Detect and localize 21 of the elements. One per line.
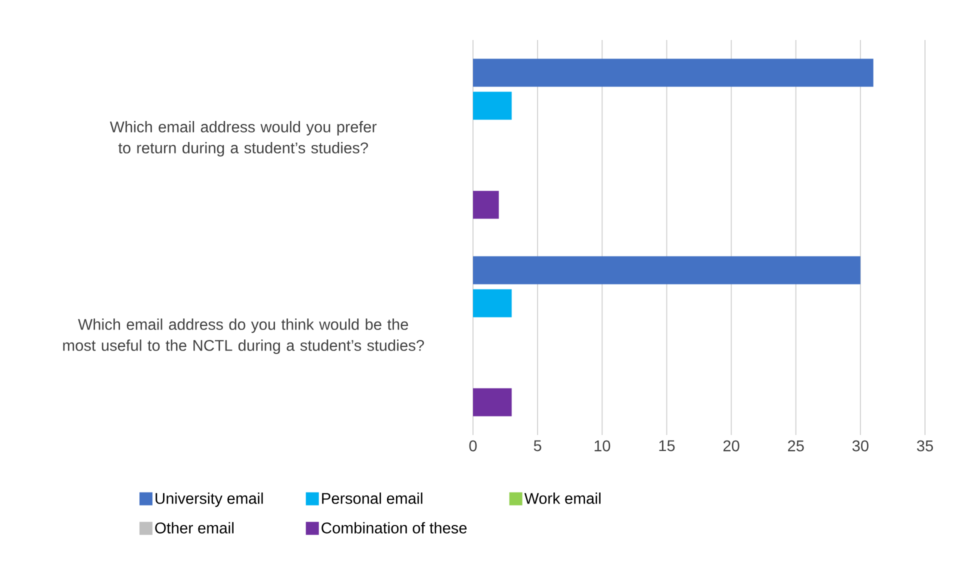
x-tick-label: 0: [469, 440, 477, 452]
bar: [473, 256, 860, 284]
x-tick-label: 5: [534, 440, 542, 452]
bar: [473, 190, 499, 219]
legend-label: Other email: [155, 522, 234, 534]
legend-label: University email: [156, 492, 263, 507]
bar: [473, 58, 874, 87]
y-tick-label: Which email address would you prefer to return during a student’s studies?: [110, 121, 377, 156]
bar: [473, 289, 512, 318]
legend-label: Personal email: [322, 492, 422, 504]
x-tick-label: 10: [594, 440, 610, 452]
x-tick-label: 20: [723, 440, 740, 452]
x-tick-label: 15: [659, 440, 675, 452]
y-tick-label: Which email address do you think would be the most useful to the NCTL during a student’s studies?: [63, 318, 424, 354]
legend-label: Work email: [524, 492, 600, 504]
x-tick-label: 30: [852, 440, 868, 452]
x-tick-label: 25: [788, 440, 804, 452]
x-tick-label: 35: [916, 440, 933, 452]
legend-label: Combination of these: [322, 522, 467, 534]
bar: [473, 92, 512, 120]
bar: [473, 388, 512, 416]
